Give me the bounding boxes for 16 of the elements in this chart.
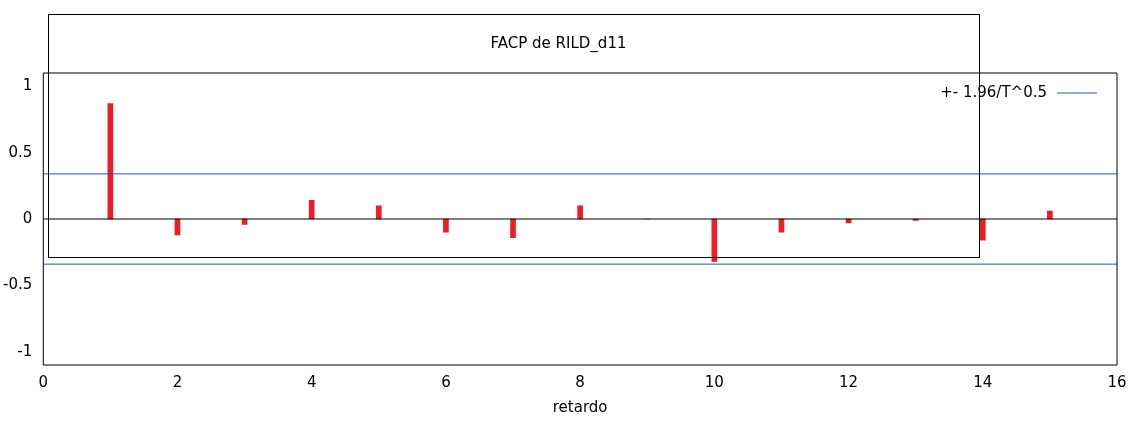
y-tick-label: 1 bbox=[22, 76, 33, 95]
y-tick-label: -1 bbox=[17, 341, 33, 360]
chart-title: FACP de RILD_d11 bbox=[490, 33, 627, 53]
x-tick-label: 4 bbox=[306, 372, 317, 391]
x-tick-label: 8 bbox=[575, 372, 585, 391]
x-tick-label: 10 bbox=[704, 372, 724, 391]
x-axis-title: retardo bbox=[552, 397, 608, 416]
y-tick-label: -0.5 bbox=[2, 275, 33, 294]
x-tick-label: 6 bbox=[441, 372, 451, 391]
x-tick-label: 14 bbox=[973, 372, 993, 391]
y-tick-label: 0.5 bbox=[8, 142, 33, 161]
x-tick-label: 12 bbox=[839, 372, 859, 391]
y-tick-label: 0 bbox=[22, 208, 33, 227]
x-tick-label: 16 bbox=[1107, 372, 1127, 391]
x-tick-label: 0 bbox=[38, 372, 49, 391]
x-tick-label: 2 bbox=[172, 372, 183, 391]
